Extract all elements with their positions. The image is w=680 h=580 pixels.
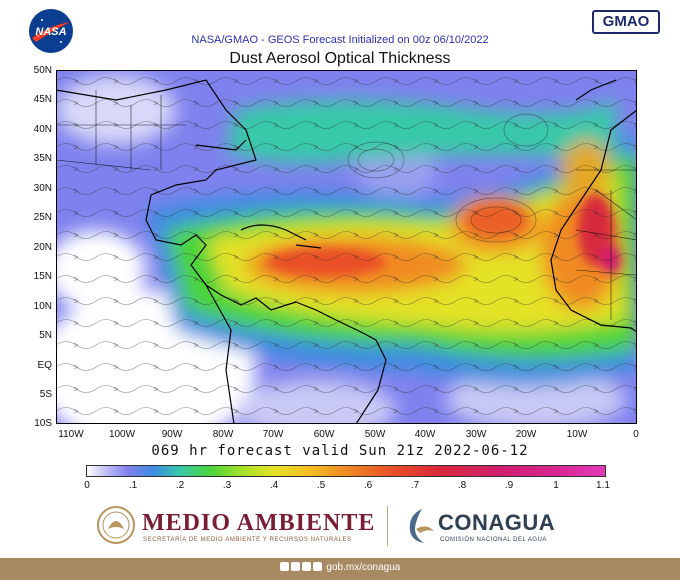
- lat-label: 35N: [33, 153, 52, 164]
- instagram-icon[interactable]: [301, 562, 311, 571]
- lon-label: 100W: [108, 429, 136, 440]
- footer-divider: [387, 506, 388, 546]
- lat-label: 5S: [39, 389, 52, 400]
- lon-label: 40W: [414, 429, 436, 440]
- lat-label: EQ: [37, 360, 52, 371]
- gmao-logo: GMAO: [592, 10, 660, 34]
- nasa-logo: NASA: [28, 8, 74, 54]
- colorbar-label: .5: [316, 480, 326, 491]
- lon-label: 50W: [364, 429, 386, 440]
- colorbar: [86, 465, 606, 477]
- lon-label: 20W: [515, 429, 537, 440]
- medio-ambiente-subtitle: SECRETARÍA DE MEDIO AMBIENTE Y RECURSOS …: [143, 537, 352, 543]
- lat-label: 40N: [33, 124, 52, 135]
- lat-label: 15N: [33, 271, 52, 282]
- lon-label: 0: [633, 429, 639, 440]
- lat-label: 5N: [39, 330, 52, 341]
- colorbar-label: .9: [504, 480, 514, 491]
- website-link[interactable]: gob.mx/conagua: [326, 562, 401, 573]
- nasa-logo-text: NASA: [35, 26, 66, 38]
- colorbar-label: .3: [222, 480, 232, 491]
- colorbar-label: .2: [175, 480, 185, 491]
- lon-label: 60W: [313, 429, 335, 440]
- map-title: Dust Aerosol Optical Thickness: [229, 50, 451, 67]
- medio-ambiente-title: MEDIO AMBIENTE: [142, 510, 376, 536]
- dust-aot-map: [56, 70, 637, 424]
- conagua-logo-icon: [402, 505, 436, 545]
- lon-label: 70W: [262, 429, 284, 440]
- lat-label: 25N: [33, 212, 52, 223]
- youtube-icon[interactable]: [312, 562, 322, 571]
- lon-label: 10W: [566, 429, 588, 440]
- lat-label: 10N: [33, 301, 52, 312]
- mexico-eagle-seal-icon: [96, 505, 136, 545]
- forecast-subtitle: NASA/GMAO - GEOS Forecast Initialized on…: [191, 34, 489, 46]
- colorbar-label: 1.1: [596, 480, 610, 491]
- lon-label: 90W: [161, 429, 183, 440]
- forecast-valid-text: 069 hr forecast valid Sun 21z 2022-06-12: [151, 443, 529, 459]
- lon-label: 110W: [58, 429, 84, 440]
- lat-label: 10S: [34, 418, 52, 429]
- colorbar-label: .7: [410, 480, 420, 491]
- colorbar-label: .8: [457, 480, 467, 491]
- colorbar-label: 0: [84, 480, 90, 491]
- conagua-title: CONAGUA: [438, 510, 556, 535]
- lon-label: 30W: [465, 429, 487, 440]
- colorbar-label: 1: [553, 480, 559, 491]
- lat-label: 30N: [33, 183, 52, 194]
- colorbar-label: .4: [269, 480, 279, 491]
- conagua-subtitle: COMISIÓN NACIONAL DEL AGUA: [440, 537, 547, 543]
- social-links: gob.mx/conagua: [0, 562, 680, 573]
- footer-bar: [0, 558, 680, 580]
- facebook-icon[interactable]: [279, 562, 289, 571]
- colorbar-label: .1: [128, 480, 138, 491]
- lat-label: 50N: [33, 65, 52, 76]
- lat-label: 45N: [33, 94, 52, 105]
- lon-label: 80W: [212, 429, 234, 440]
- colorbar-label: .6: [363, 480, 373, 491]
- twitter-icon[interactable]: [290, 562, 300, 571]
- lat-label: 20N: [33, 242, 52, 253]
